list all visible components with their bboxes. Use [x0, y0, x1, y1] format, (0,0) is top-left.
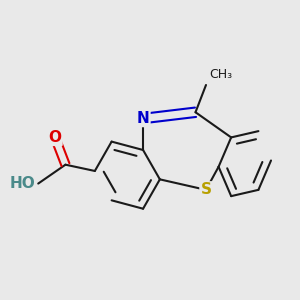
- Text: HO: HO: [9, 176, 35, 191]
- Text: CH₃: CH₃: [209, 68, 232, 81]
- Text: N: N: [137, 111, 149, 126]
- Text: S: S: [200, 182, 211, 197]
- Text: O: O: [49, 130, 62, 145]
